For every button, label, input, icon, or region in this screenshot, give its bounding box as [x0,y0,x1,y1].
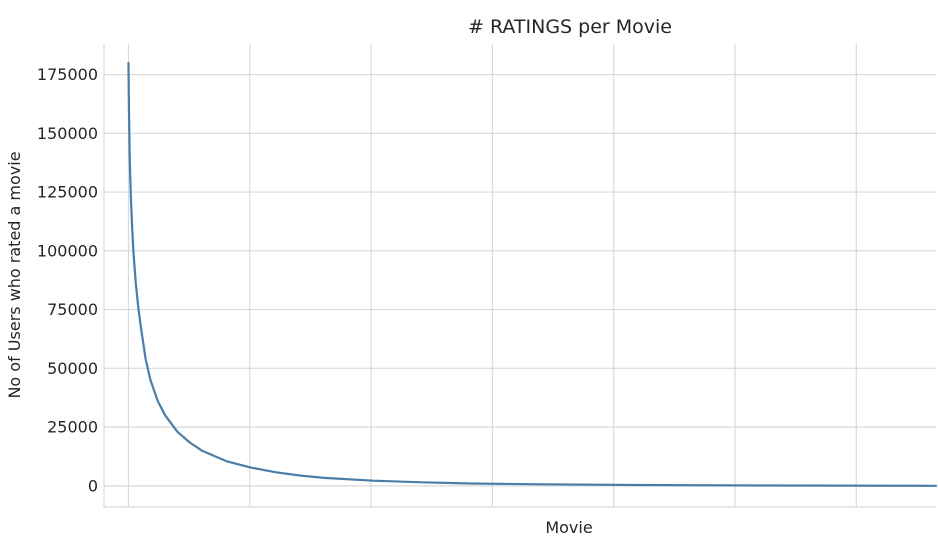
chart-title: # RATINGS per Movie [468,16,672,38]
y-tick-label: 50000 [47,359,98,378]
y-tick-label: 0 [88,476,98,495]
y-axis-label: No of Users who rated a movie [5,151,24,398]
y-tick-label: 125000 [37,183,98,202]
y-tick-labels: 0 25000 50000 75000 100000 125000 150000 175000 [37,65,98,495]
grid [104,44,936,507]
y-tick-label: 175000 [37,65,98,84]
series-line [127,61,938,487]
plot-frame [103,44,936,508]
y-tick-label: 100000 [37,241,98,260]
y-tick-label: 25000 [47,418,98,437]
x-axis-label: Movie [545,518,592,537]
y-tick-label: 150000 [37,124,98,143]
y-tick-label: 75000 [47,300,98,319]
